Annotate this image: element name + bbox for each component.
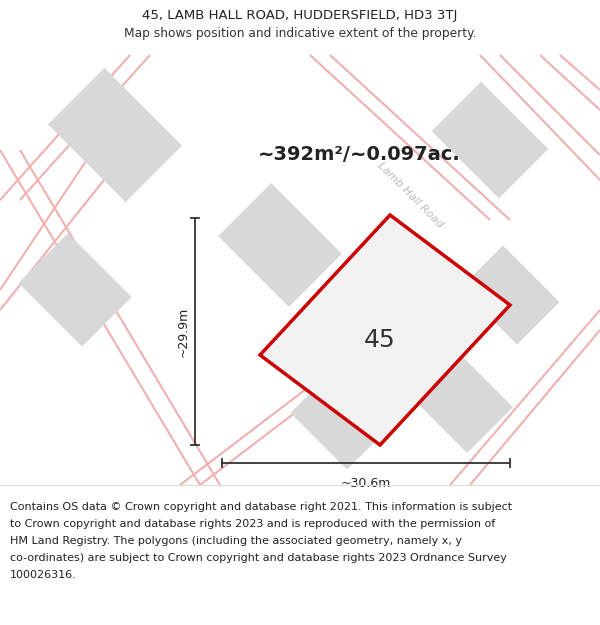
Text: Contains OS data © Crown copyright and database right 2021. This information is : Contains OS data © Crown copyright and d… xyxy=(10,502,512,512)
Text: ~30.6m: ~30.6m xyxy=(341,477,391,490)
Bar xyxy=(0,55,600,485)
Polygon shape xyxy=(461,246,559,344)
Polygon shape xyxy=(19,233,131,347)
Text: ~392m²/~0.097ac.: ~392m²/~0.097ac. xyxy=(258,146,461,164)
Text: HM Land Registry. The polygons (including the associated geometry, namely x, y: HM Land Registry. The polygons (includin… xyxy=(10,536,462,546)
Polygon shape xyxy=(260,215,510,445)
Polygon shape xyxy=(290,371,389,469)
Polygon shape xyxy=(218,183,342,307)
Text: co-ordinates) are subject to Crown copyright and database rights 2023 Ordnance S: co-ordinates) are subject to Crown copyr… xyxy=(10,553,507,563)
Text: 45: 45 xyxy=(364,328,396,352)
Polygon shape xyxy=(431,82,548,198)
Text: Lamb Hall Road: Lamb Hall Road xyxy=(376,160,445,230)
Polygon shape xyxy=(48,68,182,202)
Polygon shape xyxy=(407,347,513,453)
Text: Map shows position and indicative extent of the property.: Map shows position and indicative extent… xyxy=(124,28,476,41)
Text: 100026316.: 100026316. xyxy=(10,570,77,580)
Text: 45, LAMB HALL ROAD, HUDDERSFIELD, HD3 3TJ: 45, LAMB HALL ROAD, HUDDERSFIELD, HD3 3T… xyxy=(142,9,458,22)
Text: ~29.9m: ~29.9m xyxy=(176,306,190,357)
Text: to Crown copyright and database rights 2023 and is reproduced with the permissio: to Crown copyright and database rights 2… xyxy=(10,519,495,529)
